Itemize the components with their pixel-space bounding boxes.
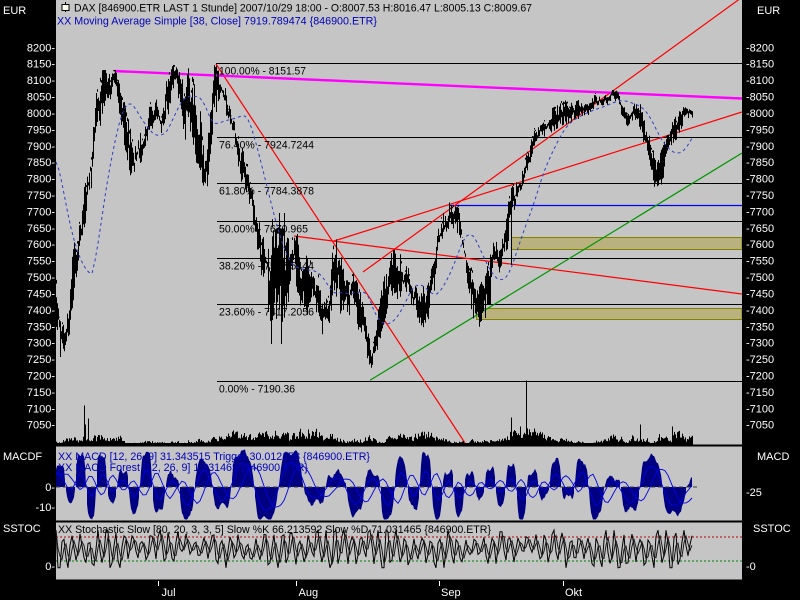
svg-text:-7600: -7600: [746, 239, 774, 251]
svg-text:-8200: -8200: [746, 42, 774, 54]
svg-text:Aug: Aug: [299, 587, 319, 599]
svg-text:8100-: 8100-: [27, 75, 55, 87]
svg-text:-7750: -7750: [746, 190, 774, 202]
svg-text:61.80% - 7784.3878: 61.80% - 7784.3878: [219, 186, 314, 198]
svg-text:-10-: -10-: [35, 502, 55, 514]
svg-text:7600-: 7600-: [27, 239, 55, 251]
svg-text:0.00% - 7190.36: 0.00% - 7190.36: [219, 384, 295, 396]
svg-text:XX Moving Average Simple [38,: XX Moving Average Simple [38, Close] 791…: [57, 16, 377, 28]
svg-text:-7550: -7550: [746, 256, 774, 268]
svg-text:7450-: 7450-: [27, 289, 55, 301]
svg-text:7950-: 7950-: [27, 124, 55, 136]
svg-text:DAX [846900.ETR LAST 1 Stunde]: DAX [846900.ETR LAST 1 Stunde] 2007/10/2…: [74, 3, 532, 15]
svg-text:8200-: 8200-: [27, 42, 55, 54]
svg-text:-7700: -7700: [746, 206, 774, 218]
svg-text:-8050: -8050: [746, 92, 774, 104]
svg-text:7700-: 7700-: [27, 206, 55, 218]
svg-text:8150-: 8150-: [27, 59, 55, 71]
svg-text:7200-: 7200-: [27, 371, 55, 383]
svg-text:SSTOC: SSTOC: [3, 523, 41, 535]
svg-text:MACDF: MACDF: [3, 451, 42, 463]
svg-text:-7450: -7450: [746, 289, 774, 301]
svg-text:XX MACD Forest [12, 26, 9] 1.3: XX MACD Forest [12, 26, 9] 1.331465 {846…: [58, 462, 308, 474]
svg-text:-7350: -7350: [746, 321, 774, 333]
svg-text:-0: -0: [746, 561, 756, 573]
svg-text:50.00% - 7670.965: 50.00% - 7670.965: [219, 224, 308, 236]
svg-text:Okt: Okt: [565, 587, 582, 599]
svg-text:MACD: MACD: [757, 451, 789, 463]
svg-text:XX MACD [12, 26, 9] 31.343515: XX MACD [12, 26, 9] 31.343515 Trigger 30…: [58, 451, 370, 463]
svg-text:Jul: Jul: [162, 587, 176, 599]
svg-text:7850-: 7850-: [27, 157, 55, 169]
svg-text:7650-: 7650-: [27, 223, 55, 235]
svg-text:-8100: -8100: [746, 75, 774, 87]
svg-text:-7500: -7500: [746, 272, 774, 284]
svg-text:0-: 0-: [45, 482, 55, 494]
svg-text:XX Stochastic Slow [80, 20, 3,: XX Stochastic Slow [80, 20, 3, 3, 5] Slo…: [58, 524, 491, 536]
svg-text:-7300: -7300: [746, 338, 774, 350]
svg-text:-25: -25: [746, 487, 762, 499]
svg-text:-7250: -7250: [746, 354, 774, 366]
svg-text:-7850: -7850: [746, 157, 774, 169]
svg-text:-7900: -7900: [746, 141, 774, 153]
svg-text:-7200: -7200: [746, 371, 774, 383]
svg-text:-8000: -8000: [746, 108, 774, 120]
svg-text:-7150: -7150: [746, 387, 774, 399]
svg-text:EUR: EUR: [3, 5, 26, 17]
svg-text:76.40% - 7924.7244: 76.40% - 7924.7244: [219, 140, 314, 152]
svg-text:SSTOC: SSTOC: [753, 523, 791, 535]
svg-text:7050-: 7050-: [27, 420, 55, 432]
svg-text:7400-: 7400-: [27, 305, 55, 317]
svg-text:7350-: 7350-: [27, 321, 55, 333]
svg-text:100.00% - 8151.57: 100.00% - 8151.57: [219, 66, 306, 78]
svg-text:-7400: -7400: [746, 305, 774, 317]
svg-text:7800-: 7800-: [27, 174, 55, 186]
svg-text:-7050: -7050: [746, 420, 774, 432]
svg-text:0-: 0-: [45, 561, 55, 573]
svg-text:-7650: -7650: [746, 223, 774, 235]
svg-text:7150-: 7150-: [27, 387, 55, 399]
svg-text:-7800: -7800: [746, 174, 774, 186]
svg-text:7750-: 7750-: [27, 190, 55, 202]
svg-text:EUR: EUR: [757, 5, 780, 17]
svg-text:-7950: -7950: [746, 124, 774, 136]
svg-text:7500-: 7500-: [27, 272, 55, 284]
svg-text:7550-: 7550-: [27, 256, 55, 268]
svg-text:-8150: -8150: [746, 59, 774, 71]
svg-text:-7100: -7100: [746, 403, 774, 415]
svg-text:Sep: Sep: [441, 587, 461, 599]
svg-text:23.60% - 7417.2056: 23.60% - 7417.2056: [219, 307, 314, 319]
svg-text:7250-: 7250-: [27, 354, 55, 366]
svg-text:7100-: 7100-: [27, 403, 55, 415]
svg-text:8000-: 8000-: [27, 108, 55, 120]
svg-text:8050-: 8050-: [27, 92, 55, 104]
svg-text:7900-: 7900-: [27, 141, 55, 153]
svg-text:7300-: 7300-: [27, 338, 55, 350]
